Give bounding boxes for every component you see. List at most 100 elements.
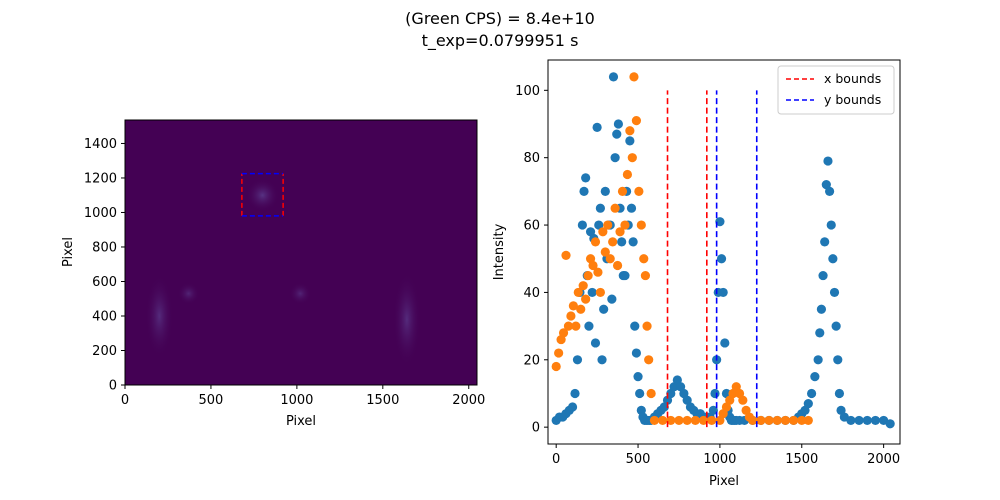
scatter-x-tick-label: 500	[626, 452, 651, 467]
scatter-point	[885, 419, 895, 429]
legend: x bounds y bounds	[777, 65, 895, 115]
scatter-point	[862, 415, 872, 426]
scatter-point	[708, 405, 718, 415]
legend-entry-y-bounds: y bounds	[824, 92, 881, 107]
scatter-point	[625, 136, 635, 146]
scatter-x-tick-label: 2000	[867, 452, 900, 467]
scatter-point	[597, 355, 607, 365]
scatter-point	[590, 338, 601, 348]
scatter-point	[803, 415, 813, 426]
heatmap-y-ticks: 0 200 400 600 800 1000 1200 1400	[84, 137, 125, 394]
scatter-point	[566, 311, 576, 321]
scatter-point	[558, 328, 569, 338]
scatter-point	[831, 321, 841, 331]
scatter-y-tick-label: 0	[532, 421, 540, 436]
scatter-point	[764, 415, 774, 426]
figure-title-line-2: t_exp=0.0799951 s	[422, 31, 579, 51]
scatter-point	[813, 355, 823, 365]
scatter-point	[600, 247, 610, 257]
scatter-point	[579, 186, 589, 196]
heatmap-y-tick-label: 600	[92, 275, 117, 290]
scatter-point	[587, 287, 597, 298]
scatter-point	[627, 153, 637, 163]
scatter-point	[635, 388, 645, 399]
scatter-point	[854, 415, 864, 426]
heatmap-y-tick-label: 1400	[84, 137, 117, 152]
scatter-point	[772, 415, 782, 426]
scatter-point	[617, 237, 627, 247]
scatter-point	[815, 328, 825, 338]
scatter-point	[625, 126, 635, 136]
scatter-point	[626, 203, 637, 213]
heatmap-y-tick-label: 400	[92, 309, 117, 324]
scatter-point	[608, 237, 618, 247]
scatter-point	[756, 415, 766, 426]
scatter-point	[551, 361, 561, 372]
scatter-point	[620, 270, 630, 281]
scatter-point	[810, 372, 820, 382]
scatter-point	[622, 169, 633, 180]
scatter-point	[666, 415, 676, 426]
heatmap-image	[125, 120, 477, 385]
heatmap-bright-region	[289, 282, 312, 305]
scatter-point	[716, 254, 727, 264]
heatmap-bright-region	[393, 272, 421, 367]
scatter-point	[826, 220, 836, 230]
scatter-point	[636, 220, 646, 230]
scatter-point	[598, 227, 608, 237]
scatter-y-tick-label: 80	[523, 151, 540, 166]
scatter-point	[639, 254, 649, 264]
scatter-point	[576, 304, 586, 314]
scatter-ylabel: Intensity	[492, 223, 507, 280]
scatter-point	[567, 402, 578, 412]
scatter-point	[593, 267, 603, 277]
scatter-point	[595, 203, 605, 213]
scatter-point	[592, 122, 602, 132]
scatter-point	[718, 287, 728, 298]
scatter-point	[748, 415, 758, 426]
scatter-point	[572, 355, 583, 365]
scatter-y-tick-label: 100	[515, 84, 540, 99]
scatter-x-ticks: 0 500 1000 1500 2000	[552, 444, 900, 467]
scatter-point	[707, 415, 717, 426]
scatter-point	[617, 186, 628, 196]
bound-lines	[666, 90, 758, 428]
scatter-y-tick-label: 60	[523, 219, 540, 234]
scatter-point	[612, 129, 622, 139]
heatmap-y-tick-label: 200	[92, 344, 117, 359]
scatter-point	[590, 237, 601, 247]
scatter-point	[682, 415, 692, 426]
scatter-point	[631, 116, 642, 126]
scatter-point	[620, 220, 630, 230]
roi-box	[241, 172, 284, 217]
scatter-point	[823, 156, 833, 166]
heatmap-bright-region	[246, 178, 279, 212]
scatter-point	[788, 415, 799, 426]
scatter-point	[588, 260, 598, 271]
scatter-point	[595, 287, 605, 298]
heatmap-x-tick-label: 1000	[280, 393, 313, 408]
scatter-point	[561, 250, 571, 260]
scatter-point	[803, 398, 813, 409]
heatmap-x-tick-label: 2000	[452, 393, 485, 408]
scatter-point	[833, 355, 843, 365]
scatter-point	[715, 217, 725, 227]
scatter-point	[612, 260, 623, 271]
legend-frame	[777, 65, 895, 115]
heatmap-x-tick-label: 500	[199, 393, 224, 408]
scatter-panel: 0 500 1000 1500 2000 0 20 40 60 80 100 Pixel Inte…	[492, 59, 901, 489]
scatter-point	[780, 415, 790, 426]
heatmap-frame	[124, 119, 478, 386]
scatter-point	[571, 321, 581, 331]
heatmap-y-tick-label: 1000	[84, 206, 117, 221]
heatmap-xlabel: Pixel	[286, 414, 316, 429]
scatter-point	[581, 173, 591, 183]
scatter-point	[870, 415, 881, 426]
scatter-point	[605, 254, 615, 264]
heatmap-x-ticks: 0 500 1000 1500 2000	[121, 385, 485, 408]
heatmap-bright-regions	[145, 178, 421, 367]
scatter-point	[806, 388, 817, 399]
figure-title-line-1: (Green CPS) = 8.4e+10	[405, 9, 595, 28]
scatter-point	[634, 186, 644, 196]
scatter-point	[570, 388, 580, 399]
